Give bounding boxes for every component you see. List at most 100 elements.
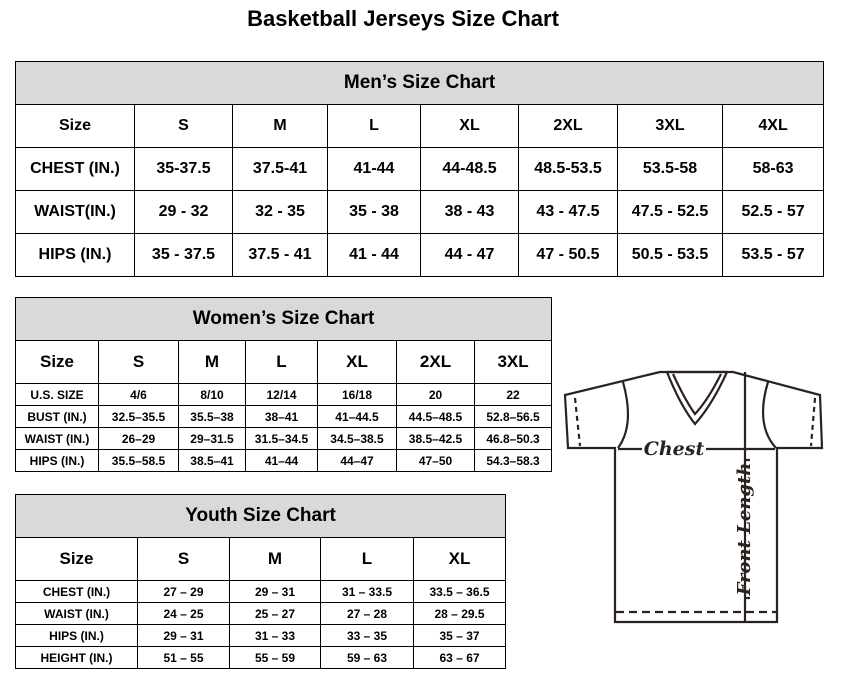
table-cell: 31.5–34.5 bbox=[245, 427, 318, 450]
table-cell: 41 - 44 bbox=[327, 233, 421, 277]
jersey-collar bbox=[665, 370, 729, 426]
jersey-diagram: Chest Front Length bbox=[563, 370, 824, 624]
table-cell: 28 – 29.5 bbox=[412, 602, 507, 625]
column-header: L bbox=[327, 104, 421, 148]
women-size-table: Women’s Size Chart Size S M L XL 2XL 3XL U.S. S… bbox=[14, 297, 553, 472]
column-header: XL bbox=[412, 537, 507, 581]
table-row: CHEST (IN.) 35-37.5 37.5-41 41-44 44-48.5 48.… bbox=[15, 147, 825, 191]
table-row: CHEST (IN.) 27 – 29 29 – 31 31 – 33.5 33.5 –… bbox=[15, 580, 507, 603]
table-cell: 35 - 38 bbox=[327, 190, 421, 234]
table-cell: 4/6 bbox=[98, 383, 179, 406]
table-cell: 26–29 bbox=[98, 427, 179, 450]
table-row: HIPS (IN.) 35.5–58.5 38.5–41 41–44 44–47 47–5… bbox=[15, 449, 553, 472]
table-cell: 44–47 bbox=[317, 449, 397, 472]
table-cell: 52.8–56.5 bbox=[473, 405, 553, 428]
table-row: WAIST(IN.) 29 - 32 32 - 35 35 - 38 38 - 43 43… bbox=[15, 190, 825, 234]
row-label: WAIST (IN.) bbox=[15, 427, 99, 450]
table-cell: 38.5–42.5 bbox=[396, 427, 475, 450]
table-cell: 35.5–38 bbox=[178, 405, 246, 428]
table-cell: 32 - 35 bbox=[232, 190, 328, 234]
table-cell: 35 – 37 bbox=[412, 624, 507, 647]
table-cell: 25 – 27 bbox=[229, 602, 321, 625]
table-cell: 47 - 50.5 bbox=[518, 233, 618, 277]
table-cell: 16/18 bbox=[317, 383, 397, 406]
column-header: 2XL bbox=[396, 340, 475, 384]
column-header: 4XL bbox=[721, 104, 825, 148]
header-row: Size S M L XL 2XL 3XL bbox=[15, 340, 553, 384]
men-size-table: Men’s Size Chart Size S M L XL 2XL 3XL 4XL CHEST… bbox=[14, 61, 825, 277]
table-cell: 43 - 47.5 bbox=[518, 190, 618, 234]
table-cell: 41–44 bbox=[245, 449, 318, 472]
table-cell: 29 – 31 bbox=[137, 624, 230, 647]
table-cell: 47.5 - 52.5 bbox=[617, 190, 723, 234]
table-cell: 8/10 bbox=[178, 383, 246, 406]
table-cell: 12/14 bbox=[245, 383, 318, 406]
table-cell: 46.8–50.3 bbox=[473, 427, 553, 450]
table-row: U.S. SIZE 4/6 8/10 12/14 16/18 20 22 bbox=[15, 383, 553, 406]
row-label: HIPS (IN.) bbox=[15, 449, 99, 472]
row-label: HEIGHT (IN.) bbox=[15, 646, 138, 669]
table-cell: 44.5–48.5 bbox=[396, 405, 475, 428]
column-header: Size bbox=[15, 104, 135, 148]
table-cell: 52.5 - 57 bbox=[721, 190, 825, 234]
table-cell: 27 – 29 bbox=[137, 580, 230, 603]
row-label: HIPS (IN.) bbox=[15, 233, 135, 277]
women-table-title: Women’s Size Chart bbox=[14, 297, 553, 341]
table-cell: 35-37.5 bbox=[134, 147, 233, 191]
row-label: HIPS (IN.) bbox=[15, 624, 138, 647]
table-cell: 63 – 67 bbox=[412, 646, 507, 669]
header-row: Size S M L XL bbox=[15, 537, 507, 581]
table-cell: 35 - 37.5 bbox=[134, 233, 233, 277]
table-cell: 55 – 59 bbox=[229, 646, 321, 669]
table-cell: 33.5 – 36.5 bbox=[412, 580, 507, 603]
table-row: WAIST (IN.) 24 – 25 25 – 27 27 – 28 28 – 29.… bbox=[15, 602, 507, 625]
column-header: L bbox=[245, 340, 318, 384]
column-header: 3XL bbox=[473, 340, 553, 384]
table-cell: 24 – 25 bbox=[137, 602, 230, 625]
table-cell: 37.5 - 41 bbox=[232, 233, 328, 277]
header-row: Size S M L XL 2XL 3XL 4XL bbox=[15, 104, 825, 148]
table-cell: 32.5–35.5 bbox=[98, 405, 179, 428]
table-row: HEIGHT (IN.) 51 – 55 55 – 59 59 – 63 63 – 67 bbox=[15, 646, 507, 669]
table-cell: 58-63 bbox=[721, 147, 825, 191]
table-cell: 59 – 63 bbox=[320, 646, 414, 669]
table-cell: 38.5–41 bbox=[178, 449, 246, 472]
column-header: L bbox=[320, 537, 414, 581]
table-row: HIPS (IN.) 29 – 31 31 – 33 33 – 35 35 – 37 bbox=[15, 624, 507, 647]
column-header: S bbox=[98, 340, 179, 384]
table-cell: 44 - 47 bbox=[420, 233, 519, 277]
column-header: XL bbox=[317, 340, 397, 384]
row-label: CHEST (IN.) bbox=[15, 580, 138, 603]
row-label: BUST (IN.) bbox=[15, 405, 99, 428]
row-label: WAIST(IN.) bbox=[15, 190, 135, 234]
jersey-armholes bbox=[617, 381, 777, 449]
table-cell: 41–44.5 bbox=[317, 405, 397, 428]
table-cell: 50.5 - 53.5 bbox=[617, 233, 723, 277]
column-header: XL bbox=[420, 104, 519, 148]
column-header: 3XL bbox=[617, 104, 723, 148]
column-header: 2XL bbox=[518, 104, 618, 148]
youth-size-table: Youth Size Chart Size S M L XL CHEST (IN.) 27 … bbox=[14, 494, 507, 669]
table-cell: 48.5-53.5 bbox=[518, 147, 618, 191]
column-header: Size bbox=[15, 537, 138, 581]
column-header: S bbox=[134, 104, 233, 148]
jersey-outline bbox=[563, 370, 824, 624]
table-row: BUST (IN.) 32.5–35.5 35.5–38 38–41 41–44.5 44… bbox=[15, 405, 553, 428]
table-row: HIPS (IN.) 35 - 37.5 37.5 - 41 41 - 44 44 - … bbox=[15, 233, 825, 277]
table-row: WAIST (IN.) 26–29 29–31.5 31.5–34.5 34.5–38.… bbox=[15, 427, 553, 450]
table-cell: 22 bbox=[473, 383, 553, 406]
column-header: M bbox=[232, 104, 328, 148]
front-length-label: Front Length bbox=[734, 463, 755, 597]
table-cell: 53.5-58 bbox=[617, 147, 723, 191]
sleeve-dashes bbox=[573, 397, 817, 447]
front-length-line bbox=[743, 372, 750, 622]
table-cell: 34.5–38.5 bbox=[317, 427, 397, 450]
table-cell: 29 – 31 bbox=[229, 580, 321, 603]
men-table-title: Men’s Size Chart bbox=[14, 61, 825, 105]
table-cell: 20 bbox=[396, 383, 475, 406]
column-header: Size bbox=[15, 340, 99, 384]
table-cell: 44-48.5 bbox=[420, 147, 519, 191]
column-header: S bbox=[137, 537, 230, 581]
table-cell: 35.5–58.5 bbox=[98, 449, 179, 472]
table-cell: 38 - 43 bbox=[420, 190, 519, 234]
